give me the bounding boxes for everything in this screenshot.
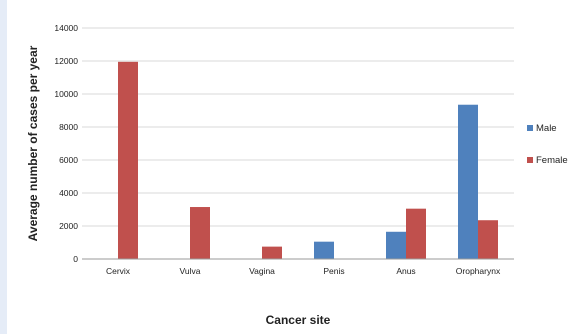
y-tick-label: 14000 <box>54 23 78 33</box>
x-tick-label: Vulva <box>180 266 201 276</box>
y-tick-label: 6000 <box>59 155 78 165</box>
x-tick-label: Vagina <box>249 266 275 276</box>
y-tick-label: 12000 <box>54 56 78 66</box>
x-tick-label: Oropharynx <box>456 266 501 276</box>
bar-female-cervix <box>118 61 138 260</box>
bar-female-anus <box>406 208 426 259</box>
bars <box>118 61 498 260</box>
bar-female-oropharynx <box>478 220 498 259</box>
bar-male-penis <box>314 241 334 259</box>
chart-panel: 0 2000 4000 6000 8000 10000 12000 14000 Cervix V… <box>7 0 569 334</box>
bar-female-vagina <box>262 246 282 259</box>
y-tick-label: 0 <box>73 254 78 264</box>
bar-chart: 0 2000 4000 6000 8000 10000 12000 14000 Cervix V… <box>26 23 568 327</box>
y-tick-labels: 0 2000 4000 6000 8000 10000 12000 14000 <box>54 23 78 264</box>
bar-male-anus <box>386 231 406 259</box>
y-tick-label: 10000 <box>54 89 78 99</box>
bar-male-oropharynx <box>458 104 478 259</box>
gridlines <box>82 27 514 227</box>
x-tick-label: Anus <box>396 266 415 276</box>
bar-female-vulva <box>190 207 210 259</box>
y-tick-label: 4000 <box>59 188 78 198</box>
x-axis-title: Cancer site <box>266 313 331 327</box>
legend-label-male: Male <box>536 123 557 134</box>
x-tick-labels: Cervix Vulva Vagina Penis Anus Oropharynx <box>106 266 501 276</box>
x-tick-label: Penis <box>323 266 344 276</box>
x-tick-label: Cervix <box>106 266 131 276</box>
y-tick-label: 2000 <box>59 221 78 231</box>
legend: Male Female <box>527 123 568 166</box>
y-axis-title: Average number of cases per year <box>26 45 40 241</box>
y-tick-label: 8000 <box>59 122 78 132</box>
legend-swatch-female <box>527 157 533 163</box>
legend-swatch-male <box>527 125 533 131</box>
legend-label-female: Female <box>536 155 568 166</box>
